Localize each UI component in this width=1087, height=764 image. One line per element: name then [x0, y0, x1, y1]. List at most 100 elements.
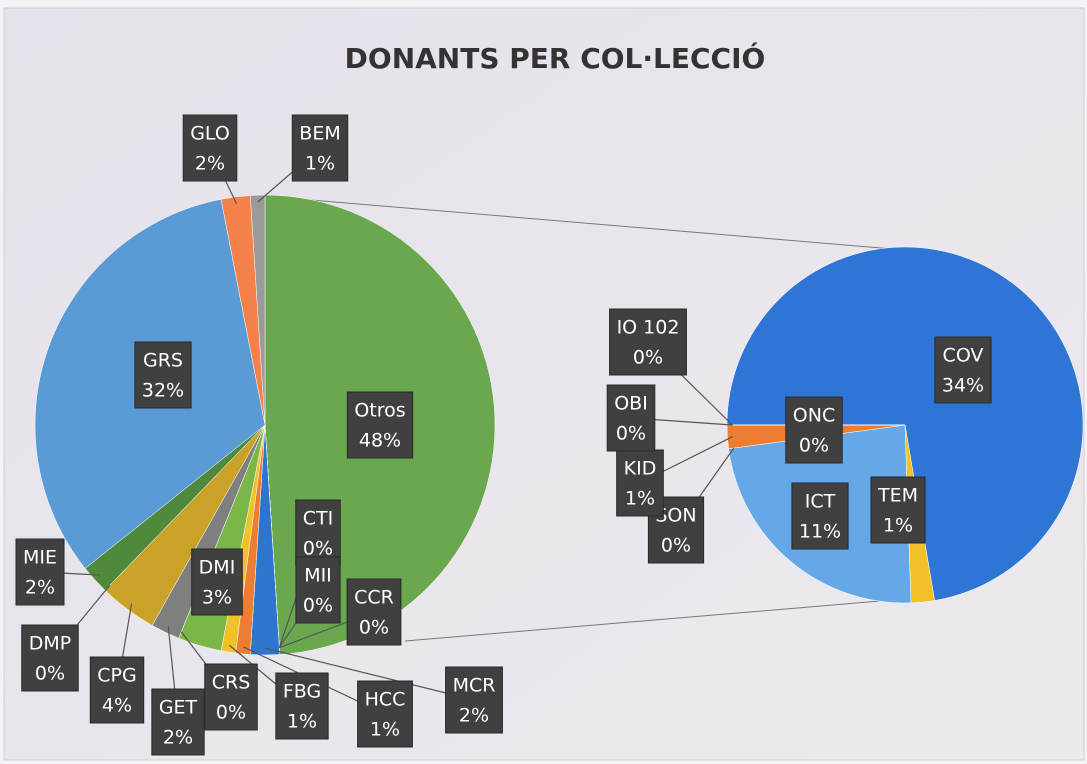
- connector: [274, 196, 906, 251]
- label-box: [870, 476, 926, 544]
- labels: Otros 48% CCR 0% CTI 0% MII 0% MCR 2% HCC 1% FBG 1% DM…: [15, 114, 992, 756]
- label-box: [191, 548, 243, 616]
- data-label: FBG 1%: [229, 644, 329, 740]
- label-value: 0%: [661, 535, 691, 557]
- leader-line: [264, 647, 475, 701]
- label-name: DMP: [29, 633, 71, 655]
- data-label: GET 2%: [151, 625, 205, 756]
- label-value: 0%: [303, 538, 333, 560]
- data-label: MCR 2%: [264, 647, 503, 734]
- data-label: HCC 1%: [243, 646, 413, 748]
- data-label: GRS 32%: [134, 341, 192, 409]
- data-label: TEM 1%: [870, 476, 926, 544]
- label-box: [291, 114, 349, 182]
- label-name: CPG: [97, 665, 136, 687]
- label-name: IO 102: [617, 317, 680, 339]
- label-name: HCC: [365, 689, 406, 711]
- label-name: ONC: [793, 405, 835, 427]
- label-value: 0%: [616, 423, 646, 445]
- data-label: IO 102 0%: [609, 308, 733, 426]
- label-box: [445, 666, 503, 734]
- data-label: GLO 2%: [182, 114, 238, 204]
- label-value: 48%: [359, 430, 401, 452]
- label-value: 0%: [359, 617, 389, 639]
- data-label: BEM 1%: [257, 114, 349, 203]
- label-value: 2%: [163, 727, 193, 749]
- label-name: OBI: [614, 393, 648, 415]
- data-label: ICT 11%: [791, 482, 849, 550]
- label-name: SON: [655, 505, 696, 527]
- connector: [404, 599, 893, 642]
- label-box: [89, 656, 145, 724]
- label-box: [134, 341, 192, 409]
- label-value: 1%: [287, 711, 317, 733]
- label-value: 1%: [370, 719, 400, 741]
- label-box: [15, 538, 65, 606]
- label-name: Otros: [354, 400, 405, 422]
- data-label: COV 34%: [934, 336, 992, 404]
- label-value: 0%: [633, 347, 663, 369]
- label-name: MII: [304, 565, 332, 587]
- label-name: MCR: [453, 675, 496, 697]
- label-name: FBG: [283, 681, 321, 703]
- label-box: [295, 556, 341, 624]
- label-value: 1%: [883, 515, 913, 537]
- label-box: [785, 396, 843, 464]
- label-name: ICT: [805, 491, 836, 513]
- label-box: [21, 624, 79, 692]
- label-value: 1%: [625, 488, 655, 510]
- label-name: GLO: [190, 123, 230, 145]
- data-label: MII 0%: [278, 556, 341, 648]
- data-label: CCR 0%: [279, 578, 402, 649]
- label-name: CRS: [212, 672, 251, 694]
- label-box: [151, 688, 205, 756]
- label-name: GRS: [143, 350, 183, 372]
- label-name: CTI: [303, 508, 333, 530]
- data-label: CPG 4%: [89, 603, 145, 724]
- label-value: 2%: [459, 705, 489, 727]
- data-label: MIE 2%: [15, 538, 100, 606]
- label-value: 2%: [25, 577, 55, 599]
- label-box: [606, 384, 656, 452]
- data-label: KID 1%: [616, 435, 733, 517]
- data-label: CTI 0%: [278, 499, 341, 648]
- label-value: 11%: [799, 521, 841, 543]
- pie-slice: [726, 246, 1084, 601]
- label-box: [295, 499, 341, 567]
- label-box: [182, 114, 238, 182]
- label-name: CCR: [354, 587, 394, 609]
- label-value: 3%: [202, 587, 232, 609]
- label-box: [609, 308, 687, 376]
- label-name: DMI: [199, 557, 236, 579]
- label-box: [275, 672, 329, 740]
- label-value: 4%: [102, 695, 132, 717]
- label-name: KID: [624, 458, 657, 480]
- label-box: [357, 680, 413, 748]
- pie-slice: [249, 194, 266, 426]
- label-value: 0%: [799, 435, 829, 457]
- label-box: [791, 482, 849, 550]
- label-value: 34%: [942, 375, 984, 397]
- label-box: [204, 663, 258, 731]
- label-value: 2%: [195, 153, 225, 175]
- data-label: Otros 48%: [346, 391, 414, 459]
- data-label: ONC 0%: [785, 396, 843, 464]
- label-name: MIE: [23, 547, 57, 569]
- label-name: TEM: [877, 485, 918, 507]
- label-name: GET: [159, 697, 198, 719]
- data-label: DMP 0%: [21, 584, 111, 692]
- label-value: 32%: [142, 380, 184, 402]
- label-name: COV: [943, 345, 984, 367]
- label-name: BEM: [299, 123, 340, 145]
- label-value: 0%: [216, 702, 246, 724]
- label-value: 0%: [35, 663, 65, 685]
- label-box: [616, 449, 664, 517]
- label-box: [934, 336, 992, 404]
- label-box: [346, 391, 414, 459]
- label-box: [346, 578, 402, 646]
- chart-title: DONANTS PER COL·LECCIÓ: [345, 41, 766, 75]
- data-label: OBI 0%: [606, 384, 733, 452]
- label-value: 0%: [303, 595, 333, 617]
